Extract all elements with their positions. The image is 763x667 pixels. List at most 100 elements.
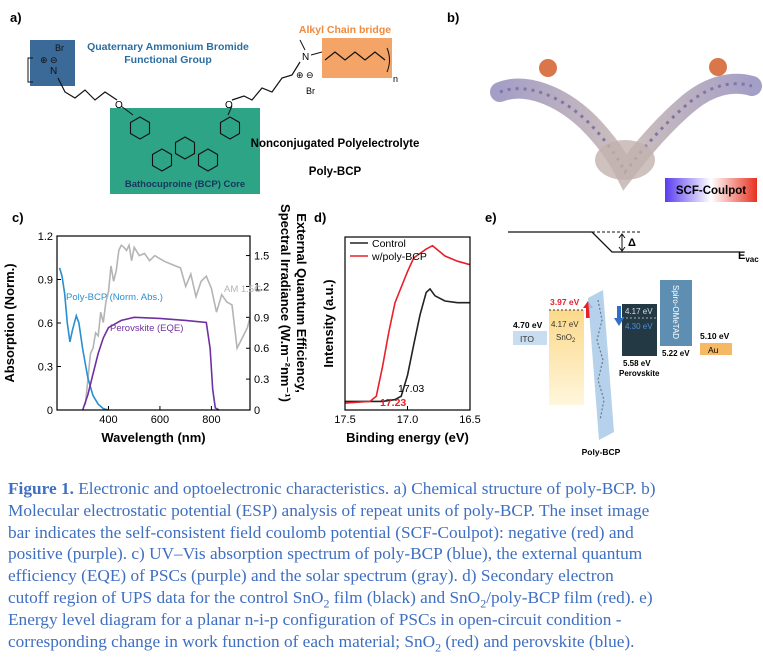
- subscript: 2: [572, 338, 576, 344]
- y2-tick-label: 0.9: [254, 312, 269, 324]
- panel-label: a): [10, 10, 22, 25]
- caption-line: bar indicates the self-consistent field …: [8, 522, 760, 544]
- material-label: Spiro-OMeTAD: [671, 285, 680, 339]
- caption-text: positive (purple). c) UV–Vis absorption …: [8, 544, 643, 564]
- level-label: 4.17 eV: [625, 307, 653, 316]
- caption-line: positive (purple). c) UV–Vis absorption …: [8, 543, 760, 565]
- colorbar: [665, 178, 757, 202]
- caption-text: 2: [435, 640, 442, 655]
- level-label: 4.70 eV: [513, 320, 543, 330]
- group-label: Functional Group: [124, 54, 212, 66]
- level-label: 5.58 eV: [623, 359, 651, 368]
- group-label: Quaternary Ammonium Bromide: [87, 41, 249, 53]
- caption-text: Electronic and optoelectronic characteri…: [73, 479, 656, 498]
- caption-line: Energy level diagram for a planar n-i-p …: [8, 609, 760, 631]
- material-label: Perovskite: [619, 369, 660, 378]
- y2-tick-label: 0.6: [254, 343, 269, 355]
- caption-label: Figure 1.: [8, 479, 74, 498]
- series-label: Perovskite (EQE): [110, 323, 183, 334]
- caption-line: efficiency (EQE) of PSCs (purple) and th…: [8, 565, 760, 587]
- bond: [324, 51, 386, 61]
- bond: [299, 39, 306, 51]
- series-line: [81, 316, 220, 411]
- caption-text: /poly-BCP film (red). e): [486, 587, 653, 607]
- series-line: [58, 267, 109, 411]
- caption-text: Molecular electrostatic potential (ESP) …: [8, 500, 650, 520]
- x-axis-label: Binding energy (eV): [346, 430, 469, 445]
- y-tick-label: 0.6: [38, 318, 53, 330]
- annotation: 17.03: [398, 383, 424, 395]
- alkyl-bridge-box: [322, 38, 392, 78]
- bridge-label: Alkyl Chain bridge: [299, 24, 391, 36]
- caption-line: Molecular electrostatic potential (ESP) …: [8, 500, 760, 522]
- panel-e: e) Δ Evac 4.70 eV ITO 3.97 eV 4.17 eV Sn…: [485, 210, 759, 457]
- ring: [197, 148, 219, 172]
- caption-text: film (black) and SnO: [329, 587, 481, 607]
- figure: a) Br ⊕ ⊖ N O O N ⊕ ⊖ Br n Alkyl Chain b…: [2, 10, 762, 457]
- series-line: [84, 242, 251, 405]
- delta-arrow-head: [618, 233, 626, 252]
- spiro-box: [660, 280, 692, 346]
- legend-label: w/poly-BCP: [371, 251, 427, 263]
- plot-frame: [56, 235, 251, 411]
- annotation: 17.23: [380, 397, 406, 409]
- y-axis-label: Absorption (Norm.): [2, 263, 17, 382]
- x-tick-label: 16.5: [459, 414, 480, 426]
- core-label: Bathocuproine (BCP) Core: [125, 179, 245, 190]
- material-label: Au: [708, 345, 719, 355]
- panel-label: b): [447, 10, 459, 25]
- ring: [129, 116, 151, 140]
- plot-frame: [344, 236, 471, 411]
- level-label: 5.22 eV: [662, 349, 690, 358]
- caption-text: Energy level diagram for a planar n-i-p …: [8, 609, 622, 629]
- material-label: SnO2: [556, 333, 576, 344]
- atom: n: [393, 74, 398, 84]
- au-box: [700, 343, 732, 355]
- colorbar-label: SCF-Coulpot: [676, 185, 746, 197]
- x-tick-label: 17.5: [334, 414, 355, 426]
- x-tick-label: 800: [202, 414, 220, 426]
- caption-line: corresponding change in work function of…: [8, 631, 760, 653]
- caption-line: Figure 1. Electronic and optoelectronic …: [8, 478, 760, 500]
- panel-label: d): [314, 210, 326, 225]
- caption-text: (red) and perovskite (blue).: [441, 631, 635, 651]
- evac-sub: vac: [745, 255, 759, 264]
- bracket: [27, 57, 33, 83]
- x-tick-label: 400: [99, 414, 117, 426]
- y2-axis-label: Spectral Irradiance (W.m⁻²nm⁻¹): [278, 204, 293, 402]
- core-box: [110, 108, 260, 194]
- bracket: [386, 47, 390, 73]
- class-label: Nonconjugated Polyelectrolyte: [251, 138, 420, 150]
- caption-text: corresponding change in work function of…: [8, 631, 436, 651]
- x-tick-label: 600: [151, 414, 169, 426]
- x-tick-label: 17.0: [397, 414, 418, 426]
- molecule-core: [595, 140, 655, 180]
- series-label: Poly-BCP (Norm. Abs.): [66, 292, 163, 303]
- evac-main: E: [738, 250, 745, 262]
- delta-label: Δ: [628, 237, 636, 249]
- polymer-name: Poly-BCP: [309, 166, 362, 178]
- bond: [120, 105, 134, 116]
- bond: [57, 77, 118, 101]
- bond: [227, 105, 233, 116]
- functional-group-box: [30, 40, 75, 86]
- y-tick-label: 1.2: [38, 231, 53, 243]
- bromide-sphere: [539, 59, 557, 77]
- material-label: ITO: [520, 334, 534, 344]
- chart-group: c) 400 600 800 0 0.3 0.6 0.9 1.2 0 0.3 0.6 0.9 1.2 1.5…: [2, 204, 481, 445]
- caption: Figure 1. Electronic and optoelectronic …: [8, 478, 760, 653]
- y2-tick-label: 1.2: [254, 281, 269, 293]
- material-name: SnO: [556, 333, 572, 342]
- panel-b: b) SCF-Coulpot: [447, 10, 762, 202]
- ring: [174, 136, 196, 160]
- ring-group: [129, 116, 241, 172]
- caption-text: 2: [480, 596, 487, 611]
- evac-label: Evac: [738, 250, 759, 264]
- caption-text: bar indicates the self-consistent field …: [8, 522, 634, 542]
- bond: [310, 51, 323, 56]
- level-label: 5.10 eV: [700, 331, 730, 341]
- y2-axis-label: External Quantum Efficiency,: [294, 213, 309, 393]
- x-axis-label: Wavelength (nm): [101, 430, 205, 445]
- poly-bcp-layer: [588, 290, 614, 440]
